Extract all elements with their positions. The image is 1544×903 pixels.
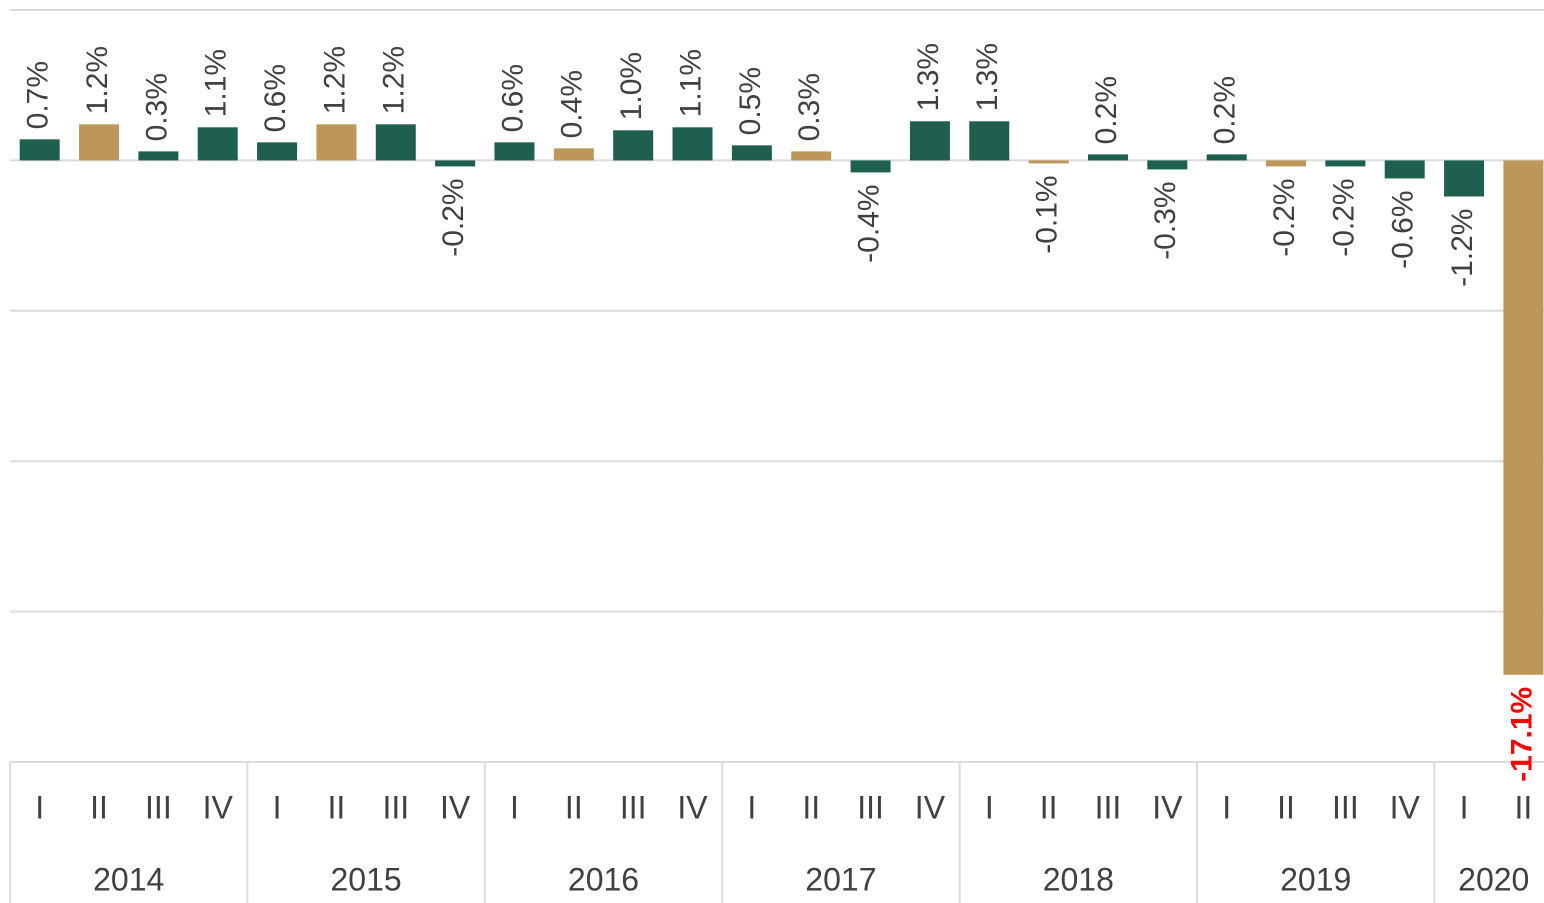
x-tick-label: III: [1332, 789, 1359, 825]
bar: [1087, 154, 1128, 161]
value-label: 0.5%: [734, 67, 767, 135]
x-tick-label: I: [273, 789, 282, 825]
value-label: -1.2%: [1446, 208, 1479, 286]
value-label: 1.2%: [81, 46, 114, 114]
value-label: 0.2%: [1209, 76, 1242, 144]
value-label: 1.0%: [615, 52, 648, 120]
value-label: 0.3%: [140, 73, 173, 141]
value-label: 1.2%: [378, 46, 411, 114]
x-tick-label: II: [1277, 789, 1295, 825]
x-tick-label: I: [510, 789, 519, 825]
bar: [613, 130, 654, 161]
value-label: -17.1%: [1505, 687, 1538, 782]
year-label: 2017: [805, 861, 876, 897]
year-label: 2018: [1043, 861, 1114, 897]
bar: [1266, 160, 1307, 167]
x-tick-label: IV: [1390, 789, 1421, 825]
x-tick-label: II: [328, 789, 346, 825]
bar: [197, 127, 238, 161]
bar: [731, 145, 772, 161]
x-tick-label: II: [1515, 789, 1533, 825]
x-tick-label: I: [35, 789, 44, 825]
bar: [969, 121, 1010, 161]
value-label: 1.3%: [971, 43, 1004, 111]
bar: [1325, 160, 1366, 167]
bar: [553, 148, 594, 161]
x-tick-label: IV: [440, 789, 471, 825]
value-label: -0.2%: [437, 178, 470, 256]
bar: [375, 124, 416, 161]
year-label: 2019: [1280, 861, 1351, 897]
value-label: 0.7%: [22, 61, 55, 129]
x-tick-label: I: [1460, 789, 1469, 825]
bar: [791, 151, 832, 161]
bar: [138, 151, 179, 161]
x-tick-label: II: [802, 789, 820, 825]
value-label: 1.1%: [200, 49, 233, 117]
year-label: 2014: [93, 861, 164, 897]
bar: [257, 142, 298, 161]
bar: [850, 160, 891, 173]
x-tick-label: IV: [677, 789, 708, 825]
bar: [1028, 160, 1069, 164]
x-tick-label: III: [857, 789, 884, 825]
bar: [1147, 160, 1188, 170]
value-label: 0.6%: [259, 64, 292, 132]
x-tick-label: II: [90, 789, 108, 825]
value-label: 0.6%: [496, 64, 529, 132]
x-tick-label: IV: [203, 789, 234, 825]
x-tick-label: II: [565, 789, 583, 825]
x-tick-label: III: [382, 789, 409, 825]
year-label: 2020: [1458, 861, 1529, 897]
value-label: -0.6%: [1387, 190, 1420, 268]
value-label: -0.2%: [1268, 178, 1301, 256]
x-tick-label: I: [747, 789, 756, 825]
bar: [909, 121, 950, 161]
x-tick-label: III: [145, 789, 172, 825]
bar: [494, 142, 535, 161]
bar: [1503, 160, 1544, 675]
bar: [79, 124, 120, 161]
value-label: 0.3%: [793, 73, 826, 141]
bar: [672, 127, 713, 161]
x-tick-label: II: [1040, 789, 1058, 825]
year-label: 2016: [568, 861, 639, 897]
bar: [435, 160, 476, 167]
value-label: 0.2%: [1090, 76, 1123, 144]
value-label: -0.1%: [1031, 175, 1064, 253]
value-label: 1.3%: [912, 43, 945, 111]
value-label: -0.3%: [1149, 181, 1182, 259]
x-tick-label: I: [1222, 789, 1231, 825]
value-label: -0.2%: [1327, 178, 1360, 256]
bar: [1206, 154, 1247, 161]
x-tick-label: I: [985, 789, 994, 825]
bar: [1444, 160, 1485, 197]
value-label: -0.4%: [852, 184, 885, 262]
value-label: 1.1%: [674, 49, 707, 117]
x-tick-label: IV: [1152, 789, 1183, 825]
bar: [316, 124, 357, 161]
bar: [19, 139, 60, 161]
x-tick-label: IV: [915, 789, 946, 825]
value-label: 1.2%: [318, 46, 351, 114]
x-tick-label: III: [1095, 789, 1122, 825]
x-tick-label: III: [620, 789, 647, 825]
value-label: 0.4%: [556, 70, 589, 138]
year-label: 2015: [331, 861, 402, 897]
bar: [1384, 160, 1425, 179]
